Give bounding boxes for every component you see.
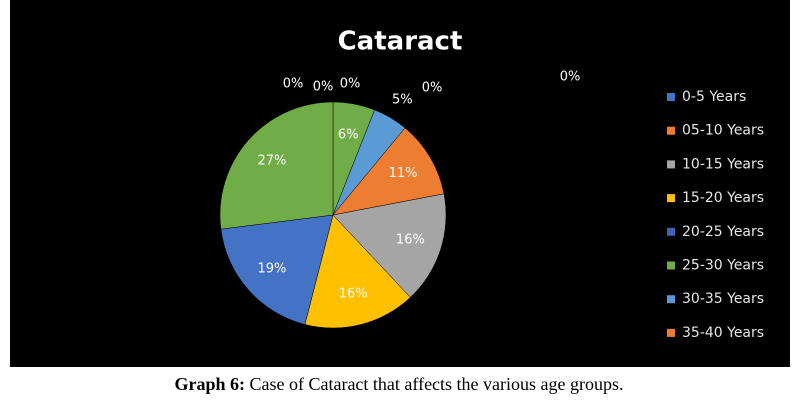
legend-label: 35-40 Years [682,325,764,341]
pie-slice [332,127,445,216]
data-label: 0% [313,80,334,95]
data-label: 16% [339,286,368,301]
legend-label: 30-35 Years [682,291,764,307]
data-label: 27% [258,154,287,169]
legend-label: 25-30 Years [682,258,764,274]
data-label: 0% [283,77,304,92]
data-label: 5% [392,93,413,108]
legend-marker [667,227,675,236]
legend-label: 05-10 Years [682,123,764,139]
pie-slice [332,193,447,298]
legend-marker [667,295,675,304]
caption-text: Case of Cataract that affects the variou… [249,374,623,394]
legend-marker [667,194,675,203]
data-label: 16% [396,233,425,248]
legend-label: 10-15 Years [682,156,764,172]
data-label: 19% [258,261,287,276]
legend-label: 15-20 Years [682,190,764,206]
legend-marker [667,328,675,337]
data-label: 0% [340,77,361,92]
pie-slice [219,101,334,230]
legend-marker [667,160,675,169]
data-label: 0% [560,70,581,85]
legend-label: 20-25 Years [682,224,764,240]
legend-marker [667,126,675,135]
data-label: 0% [422,81,443,96]
pie-slice [304,214,411,329]
legend-label: 0-5 Years [682,89,746,105]
pie-slice [220,214,334,325]
chart-title: Cataract [338,27,463,57]
data-label: 11% [389,166,418,181]
legend-marker [667,261,675,270]
caption-label: Graph 6: [174,374,245,394]
legend-marker [667,93,675,101]
caption: Graph 6: Case of Cataract that affects t… [174,374,623,394]
data-label: 6% [338,128,359,143]
